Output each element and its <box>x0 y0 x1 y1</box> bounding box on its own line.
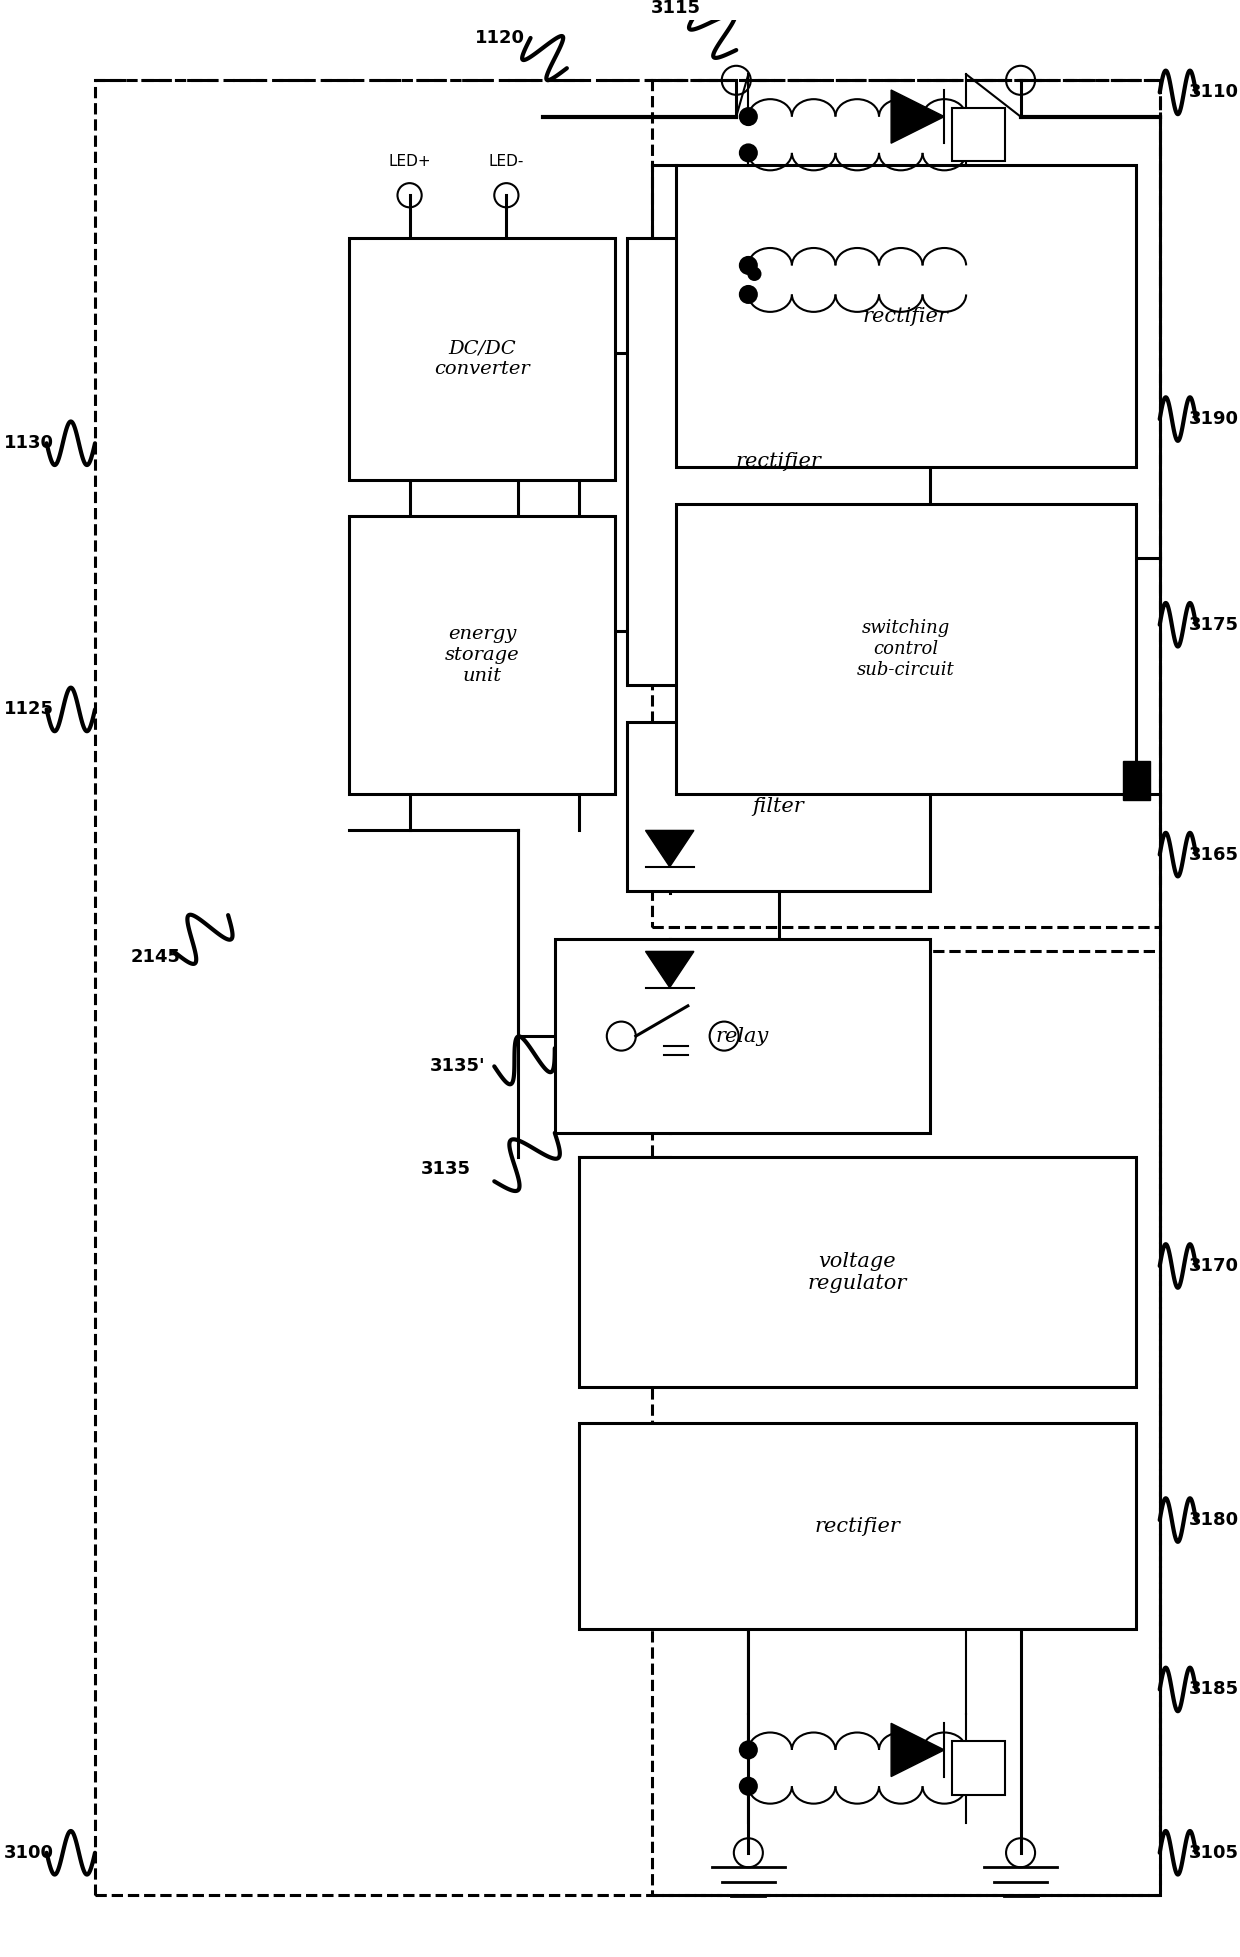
FancyBboxPatch shape <box>579 1423 1136 1628</box>
Text: 1120: 1120 <box>475 29 526 47</box>
FancyBboxPatch shape <box>676 503 1136 795</box>
Text: rectifier: rectifier <box>735 452 822 472</box>
Text: filter: filter <box>753 796 805 816</box>
Text: rectifier: rectifier <box>815 1517 900 1536</box>
Text: rectifier: rectifier <box>863 307 949 325</box>
Text: 3105: 3105 <box>1189 1843 1239 1861</box>
FancyBboxPatch shape <box>350 517 615 795</box>
FancyBboxPatch shape <box>951 1742 1004 1795</box>
Circle shape <box>740 1742 756 1759</box>
Text: DC/DC
converter: DC/DC converter <box>434 339 529 378</box>
FancyBboxPatch shape <box>350 237 615 479</box>
Text: 3185: 3185 <box>1189 1681 1239 1699</box>
Text: relay: relay <box>715 1027 769 1045</box>
Text: 3165: 3165 <box>1189 845 1239 863</box>
Text: energy
storage
unit: energy storage unit <box>445 624 520 685</box>
Text: switching
control
sub-circuit: switching control sub-circuit <box>857 618 955 679</box>
Text: 1125: 1125 <box>4 701 53 718</box>
Text: 3170: 3170 <box>1189 1256 1239 1274</box>
FancyBboxPatch shape <box>579 1157 1136 1388</box>
Circle shape <box>740 286 756 303</box>
Text: 3190: 3190 <box>1189 411 1239 429</box>
Circle shape <box>1128 773 1146 789</box>
FancyBboxPatch shape <box>676 164 1136 468</box>
Polygon shape <box>646 951 694 988</box>
Text: 3135': 3135' <box>430 1057 486 1074</box>
Text: 3115: 3115 <box>651 0 701 18</box>
Circle shape <box>740 145 756 160</box>
FancyBboxPatch shape <box>627 722 930 890</box>
Polygon shape <box>646 830 694 867</box>
Text: 2145: 2145 <box>130 949 181 967</box>
Text: 3135: 3135 <box>420 1161 471 1178</box>
Circle shape <box>740 108 756 125</box>
Circle shape <box>743 110 754 123</box>
Circle shape <box>749 268 760 280</box>
Text: 3175: 3175 <box>1189 616 1239 634</box>
FancyBboxPatch shape <box>951 108 1004 160</box>
Polygon shape <box>892 1724 945 1777</box>
Circle shape <box>740 256 756 274</box>
Polygon shape <box>892 90 945 143</box>
Text: voltage
regulator: voltage regulator <box>807 1252 906 1292</box>
Text: 1130: 1130 <box>4 434 53 452</box>
FancyBboxPatch shape <box>627 237 930 685</box>
Text: LED+: LED+ <box>388 153 430 168</box>
Text: LED-: LED- <box>489 153 525 168</box>
Bar <box>1123 761 1149 800</box>
Text: 3110: 3110 <box>1189 84 1239 102</box>
FancyBboxPatch shape <box>554 939 930 1133</box>
Text: 3100: 3100 <box>4 1843 53 1861</box>
Circle shape <box>740 1777 756 1795</box>
Text: 3180: 3180 <box>1189 1511 1239 1528</box>
